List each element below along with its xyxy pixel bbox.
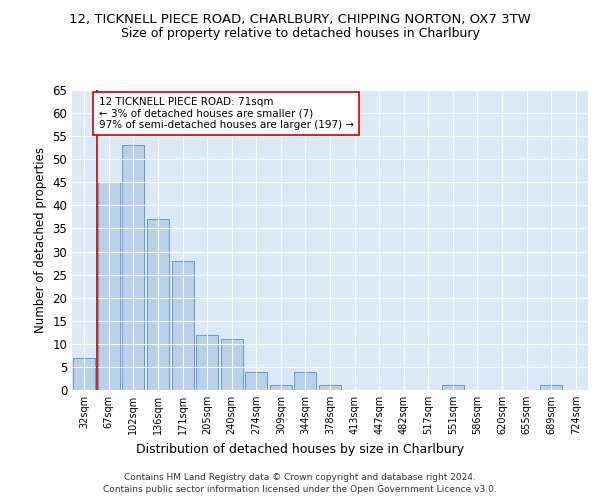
Text: Contains HM Land Registry data © Crown copyright and database right 2024.: Contains HM Land Registry data © Crown c… [124, 472, 476, 482]
Bar [245, 372, 268, 390]
Bar [540, 386, 562, 390]
Bar [73, 358, 95, 390]
Text: 12, TICKNELL PIECE ROAD, CHARLBURY, CHIPPING NORTON, OX7 3TW: 12, TICKNELL PIECE ROAD, CHARLBURY, CHIP… [69, 12, 531, 26]
Text: 12 TICKNELL PIECE ROAD: 71sqm
← 3% of detached houses are smaller (7)
97% of sem: 12 TICKNELL PIECE ROAD: 71sqm ← 3% of de… [98, 97, 353, 130]
Bar [270, 386, 292, 390]
Bar [295, 372, 316, 390]
Text: Size of property relative to detached houses in Charlbury: Size of property relative to detached ho… [121, 28, 479, 40]
Bar [221, 339, 243, 390]
Bar [196, 334, 218, 390]
Bar [172, 261, 194, 390]
Y-axis label: Number of detached properties: Number of detached properties [34, 147, 47, 333]
Bar [319, 386, 341, 390]
Bar [442, 386, 464, 390]
Bar [98, 182, 120, 390]
Bar [122, 146, 145, 390]
Bar [147, 219, 169, 390]
Text: Contains public sector information licensed under the Open Government Licence v3: Contains public sector information licen… [103, 485, 497, 494]
Text: Distribution of detached houses by size in Charlbury: Distribution of detached houses by size … [136, 442, 464, 456]
